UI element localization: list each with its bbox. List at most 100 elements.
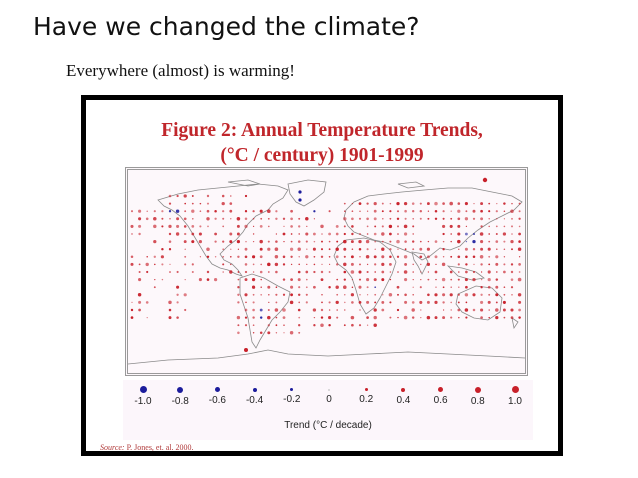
warming-dot xyxy=(297,278,301,282)
warming-dot xyxy=(343,285,347,289)
warming-dot xyxy=(161,217,164,220)
warming-dot xyxy=(283,225,285,228)
warming-dot xyxy=(472,255,476,259)
warming-dot xyxy=(305,293,308,296)
warming-dot xyxy=(199,225,202,228)
warming-dot xyxy=(373,323,377,327)
warming-dot xyxy=(365,239,370,244)
warming-dot xyxy=(450,217,453,220)
warming-dot xyxy=(306,263,308,265)
warming-dot xyxy=(320,255,324,258)
warming-dot xyxy=(328,301,331,304)
legend-item: -1.0 xyxy=(125,386,161,407)
warming-dot xyxy=(441,262,446,267)
warming-dot xyxy=(343,262,347,267)
warming-dot xyxy=(411,202,415,205)
warming-dot xyxy=(488,255,491,258)
warming-dot xyxy=(350,255,354,259)
warming-dot xyxy=(412,218,414,220)
warming-dot xyxy=(259,239,263,244)
warming-dot xyxy=(381,255,385,259)
warming-dot xyxy=(457,255,461,259)
warming-dot xyxy=(374,248,376,250)
warming-dot xyxy=(366,300,370,304)
warming-dot xyxy=(382,294,384,296)
warming-dot xyxy=(495,225,498,228)
warming-dot xyxy=(358,247,362,251)
warming-dot xyxy=(450,309,452,311)
warming-dot xyxy=(282,217,286,220)
warming-dot xyxy=(206,217,210,221)
warming-dot xyxy=(381,210,384,213)
warming-dot xyxy=(412,263,414,266)
warming-dot xyxy=(457,209,461,213)
warming-dot xyxy=(427,217,430,220)
warming-dot xyxy=(328,255,331,258)
warming-dot xyxy=(397,316,399,319)
warming-dot xyxy=(313,255,316,258)
warming-dot xyxy=(427,278,430,281)
warming-dot xyxy=(328,316,332,320)
warming-dot xyxy=(176,316,179,319)
warming-dot xyxy=(313,263,316,266)
warming-dot xyxy=(426,202,430,206)
warming-dot xyxy=(458,271,460,273)
warming-dot xyxy=(146,210,148,212)
warming-dot xyxy=(495,240,499,243)
warming-dot xyxy=(267,285,271,289)
warming-dot xyxy=(275,210,278,213)
legend-dot-icon xyxy=(401,387,406,392)
legend-axis-label: Trend (°C / decade) xyxy=(284,420,372,431)
warming-dot xyxy=(373,278,377,282)
warming-dot xyxy=(359,256,361,258)
warming-dot xyxy=(457,278,460,281)
warming-dot xyxy=(275,286,278,288)
warming-dot xyxy=(191,270,194,274)
warming-dot xyxy=(442,309,445,311)
warming-dot xyxy=(274,255,279,259)
warming-dot xyxy=(320,278,324,281)
warming-dot xyxy=(457,239,461,244)
warming-dot xyxy=(396,210,400,213)
warming-dot xyxy=(184,263,187,266)
warming-dot xyxy=(412,240,415,243)
warming-dot xyxy=(450,301,453,304)
warming-dot xyxy=(518,225,521,228)
warming-dot xyxy=(404,232,408,236)
warming-dot xyxy=(176,194,179,198)
warming-dot xyxy=(381,300,385,304)
warming-dot xyxy=(366,233,369,235)
warming-dot xyxy=(191,232,195,236)
warming-dot xyxy=(274,262,279,267)
warming-dot xyxy=(199,202,202,205)
warming-dot xyxy=(458,316,460,319)
warming-dot xyxy=(511,294,513,296)
warming-dot xyxy=(237,301,240,304)
legend-label: 0.8 xyxy=(470,395,485,407)
warming-dot xyxy=(472,293,476,297)
warming-dot xyxy=(366,210,369,212)
warming-dot xyxy=(480,217,484,221)
warming-dot xyxy=(365,255,370,259)
warming-dot xyxy=(480,278,483,281)
warming-dot xyxy=(510,270,514,274)
warming-dot xyxy=(480,263,483,266)
legend-label: 0.4 xyxy=(396,394,411,406)
warming-dot xyxy=(168,308,172,312)
warming-dot xyxy=(366,286,369,289)
warming-dot xyxy=(404,278,408,282)
warming-dot xyxy=(343,217,347,221)
warming-dot xyxy=(336,309,339,311)
warming-dot xyxy=(396,285,400,289)
warming-dot xyxy=(419,247,423,251)
warming-dot xyxy=(138,270,141,274)
legend-label: -0.8 xyxy=(171,395,189,407)
legend-dot-icon xyxy=(214,387,220,392)
warming-dot xyxy=(434,300,438,304)
figure-source: Source: P. Jones, et. al. 2000. xyxy=(100,443,193,452)
warming-dot xyxy=(343,225,346,228)
legend-dot-icon xyxy=(252,387,257,392)
warming-dot xyxy=(495,293,499,297)
warming-dot xyxy=(435,286,437,288)
warming-dot xyxy=(328,285,331,289)
